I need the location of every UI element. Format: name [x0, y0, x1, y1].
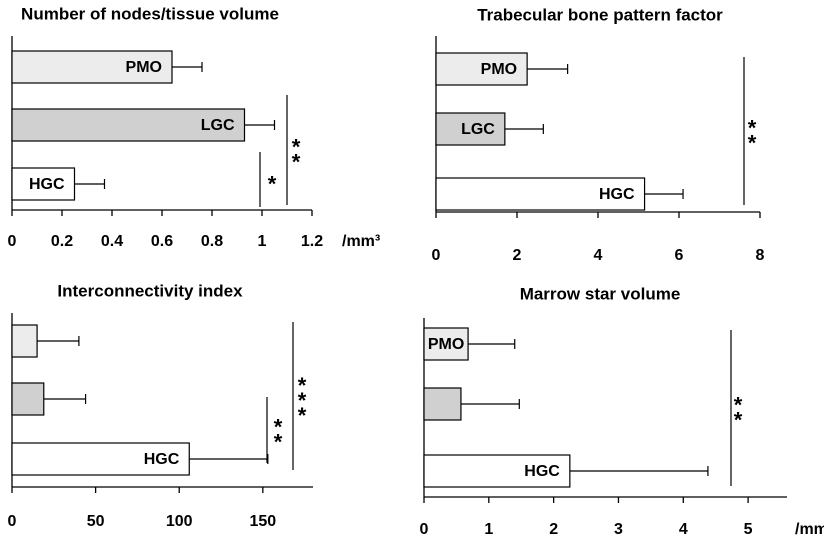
x-tick-label: 2: [513, 247, 522, 264]
x-tick-label: 0.2: [51, 233, 73, 250]
x-tick-label: 0.4: [101, 233, 123, 250]
bar: [11, 382, 45, 416]
bar-label: PMO: [481, 61, 517, 78]
x-tick-label: 4: [594, 247, 603, 264]
bar: [423, 454, 571, 488]
x-tick-label: 3: [614, 521, 623, 538]
significance-label: * *: [292, 134, 301, 174]
star: *: [298, 373, 307, 398]
bar-label: PMO: [428, 336, 464, 353]
bar-label: HGC: [599, 186, 635, 203]
star: *: [268, 171, 277, 196]
panel-title: Marrow star volume: [520, 284, 681, 303]
bar-label: HGC: [524, 463, 560, 480]
bar: [11, 167, 76, 201]
star: *: [748, 115, 757, 140]
significance-label: * *: [734, 392, 743, 432]
x-tick-label: 0.6: [151, 233, 173, 250]
x-axis-unit: /mm³: [342, 233, 380, 250]
x-tick-label: 0.8: [201, 233, 223, 250]
bar-label: LGC: [461, 121, 495, 138]
bar-label: HGC: [29, 176, 65, 193]
x-tick-label: 50: [87, 513, 105, 530]
x-tick-label: 1: [484, 521, 493, 538]
significance-label: * *: [274, 414, 283, 454]
x-tick-label: 2: [549, 521, 558, 538]
significance-label: * * *: [298, 373, 307, 428]
star: *: [292, 134, 301, 159]
x-tick-label: 0: [420, 521, 429, 538]
panel-title: Trabecular bone pattern factor: [477, 5, 723, 24]
x-tick-label: 4: [679, 521, 688, 538]
x-tick-label: 100: [166, 513, 193, 530]
panel-title: Interconnectivity index: [57, 281, 243, 300]
panel-title: Number of nodes/tissue volume: [21, 4, 279, 23]
x-tick-label: 1.2: [301, 233, 323, 250]
x-tick-label: 1: [258, 233, 267, 250]
bar-label: LGC: [201, 117, 235, 134]
x-tick-label: 5: [744, 521, 753, 538]
x-tick-label: 0: [432, 247, 441, 264]
star: *: [292, 149, 301, 174]
x-tick-label: 6: [675, 247, 684, 264]
star: *: [274, 429, 283, 454]
bar: [11, 324, 38, 358]
bar: [435, 112, 506, 146]
x-tick-label: 8: [756, 247, 765, 264]
star: *: [298, 388, 307, 413]
star: *: [734, 407, 743, 432]
bar: [423, 387, 462, 421]
x-tick-label: 0: [8, 233, 17, 250]
bar: [11, 108, 246, 142]
x-tick-label: 150: [249, 513, 276, 530]
bar: [423, 327, 469, 361]
star: *: [748, 130, 757, 155]
star: *: [274, 414, 283, 439]
bar: [435, 177, 646, 211]
x-axis-unit: /mm³: [795, 521, 824, 538]
bar-label: PMO: [126, 59, 162, 76]
star: *: [298, 403, 307, 428]
x-tick-label: 0: [8, 513, 17, 530]
significance-label: *: [268, 171, 277, 196]
significance-label: * *: [748, 115, 757, 155]
star: *: [734, 392, 743, 417]
bar-label: HGC: [144, 451, 180, 468]
